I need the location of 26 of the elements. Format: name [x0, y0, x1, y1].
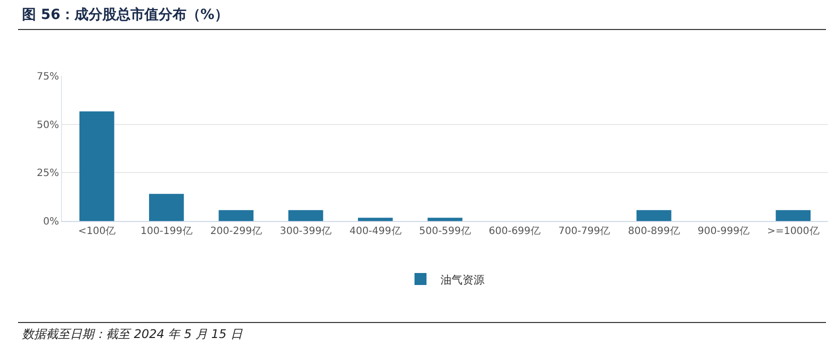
y-tick-label: 50% [36, 120, 59, 131]
x-tick-label: 800-899亿 [628, 226, 680, 237]
x-tick-label: 200-299亿 [210, 226, 262, 237]
chart-title: 图 56：成分股总市值分布（%） [22, 6, 228, 24]
bar [636, 210, 672, 221]
bar [288, 210, 324, 221]
y-tick-label: 25% [36, 168, 59, 180]
x-tick-label: >=1000亿 [767, 226, 820, 237]
x-tick-label: <100亿 [78, 226, 116, 237]
bar [358, 218, 393, 221]
bar [776, 210, 811, 221]
x-tick-label: 300-399亿 [280, 226, 332, 237]
bar [218, 210, 254, 221]
x-tick-label: 600-699亿 [488, 226, 541, 237]
x-tick-label: 100-199亿 [140, 226, 192, 237]
y-tick-label: 75% [36, 72, 59, 82]
legend-label: 油气资源 [440, 273, 484, 286]
text: 数据截至日期：截至 2024 年 5 月 15 日 [22, 326, 242, 343]
bar [428, 218, 462, 221]
x-tick-label: 900-999亿 [698, 226, 750, 237]
x-tick-label: 700-799亿 [558, 226, 610, 237]
x-tick-label: 400-499亿 [349, 226, 402, 237]
x-tick-label: 500-599亿 [419, 226, 471, 237]
bar [149, 194, 184, 221]
y-tick-label: 0% [43, 216, 59, 228]
bar [79, 111, 114, 221]
